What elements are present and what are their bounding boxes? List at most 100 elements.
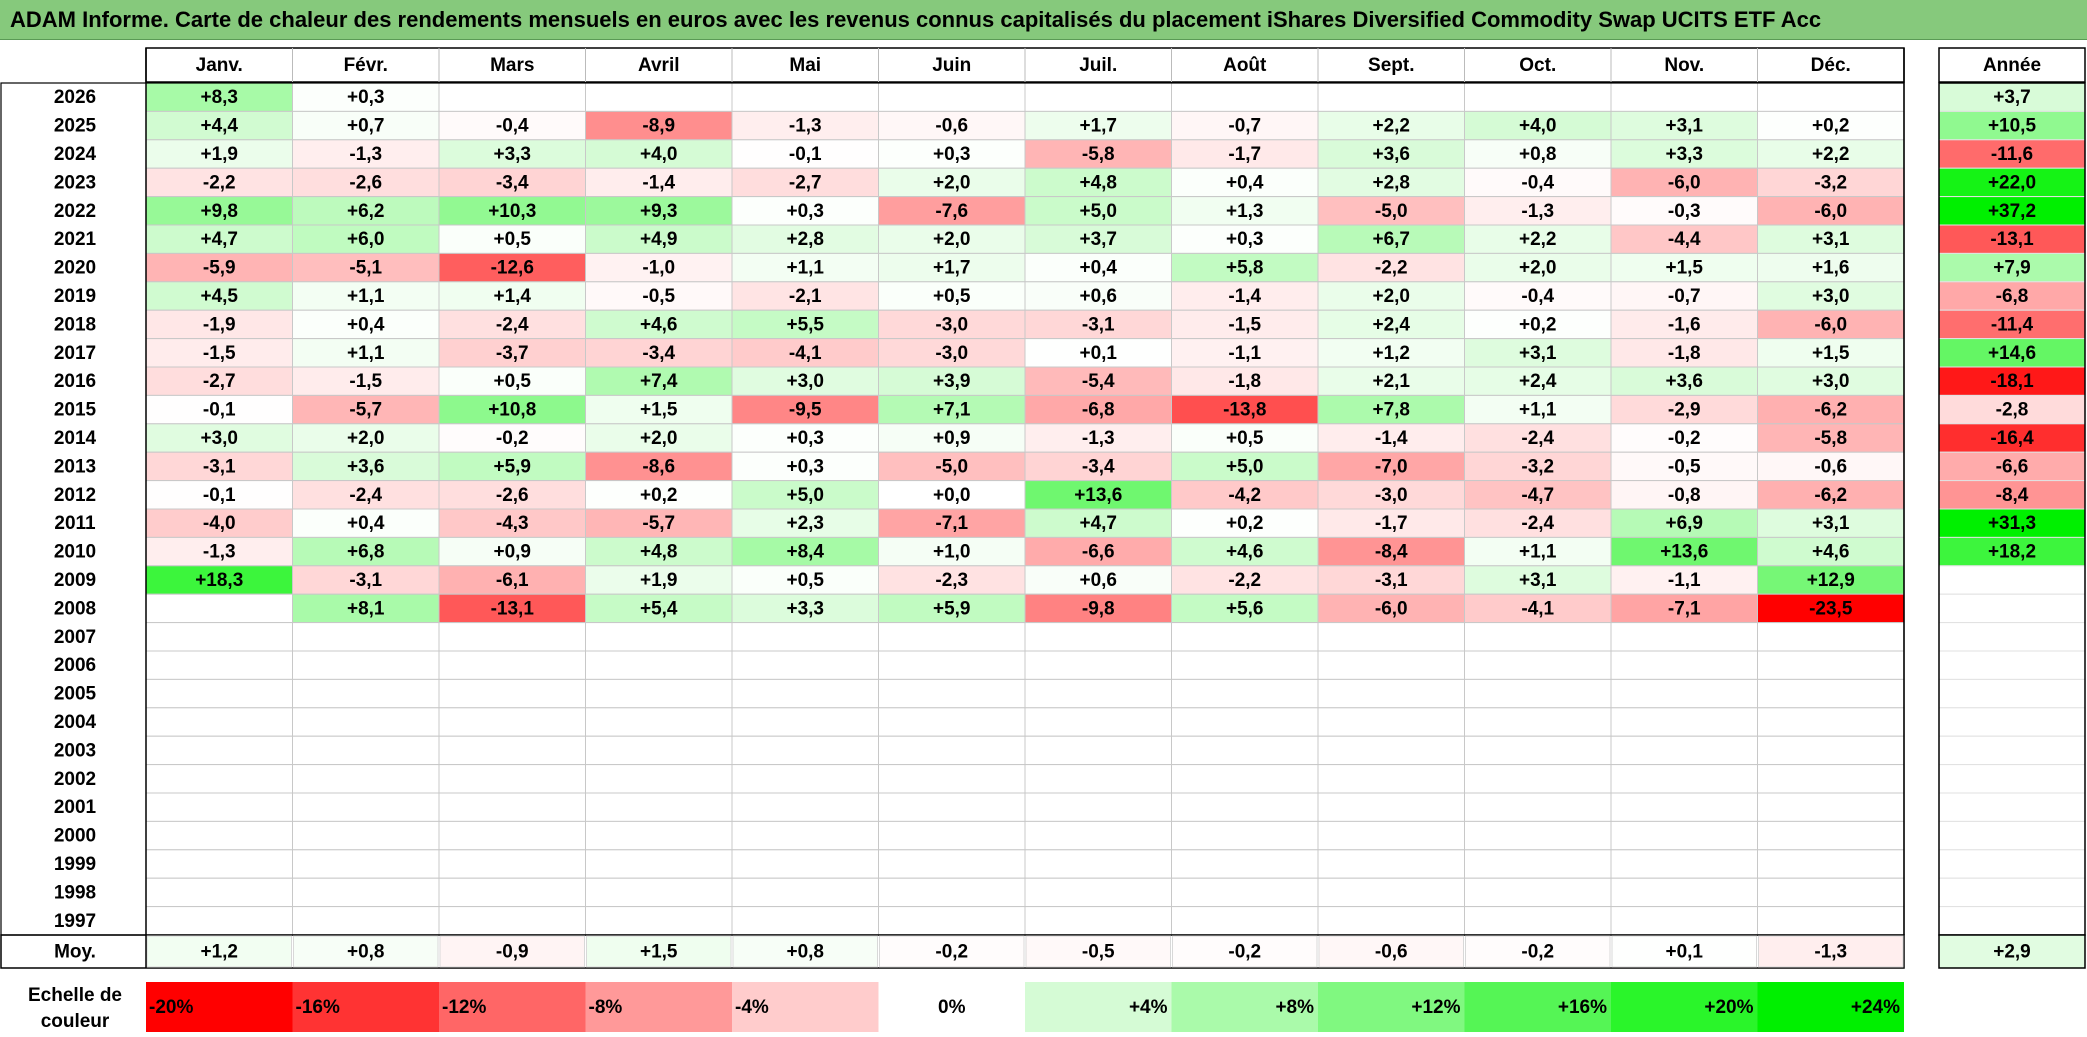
cell-value-label: +1,1: [347, 343, 385, 364]
heatmap-cell: [438, 849, 586, 879]
heatmap-cell: [145, 451, 293, 482]
heatmap-cell: [1610, 792, 1758, 822]
cell-value-label: +6,0: [347, 229, 385, 250]
annual-value-label: +37,2: [1988, 201, 2036, 222]
cell-value-label: +1,4: [493, 286, 531, 307]
average-value-label: +1,2: [200, 942, 238, 963]
cell-value-label: -13,8: [1223, 400, 1266, 421]
heatmap-cell: [1757, 820, 1905, 851]
cell-value-label: +2,3: [786, 513, 824, 534]
heatmap-cell: [145, 565, 293, 595]
cell-value-label: -6,2: [1814, 400, 1847, 421]
heatmap-cell: [1610, 167, 1758, 198]
annual-cell: [1938, 849, 2086, 879]
cell-value-label: -8,4: [1375, 542, 1408, 563]
cell-value-label: +3,6: [1665, 371, 1703, 392]
month-header-label: Sept.: [1368, 55, 1414, 76]
year-label: 2025: [54, 116, 97, 137]
heatmap-cell: [1610, 338, 1758, 368]
annual-cell: [1938, 451, 2086, 482]
heatmap-cell: [145, 820, 293, 851]
heatmap-cell: [1024, 536, 1172, 567]
cell-value-label: +1,9: [640, 570, 678, 591]
scale-swatch: [1318, 982, 1465, 1032]
heatmap-cell: [1464, 110, 1612, 141]
heatmap-cell: [1024, 309, 1172, 340]
cell-value-label: -0,6: [935, 116, 968, 137]
average-cell: [586, 935, 732, 968]
heatmap-cell: [1464, 764, 1612, 794]
cell-value-label: +0,5: [933, 286, 971, 307]
scale-swatch-label: +4%: [1129, 997, 1168, 1018]
heatmap-cell: [1610, 764, 1758, 794]
cell-value-label: +3,1: [1812, 229, 1850, 250]
heatmap-cell: [1610, 650, 1758, 680]
heatmap-cell: [1171, 792, 1319, 822]
heatmap-cell: [1610, 593, 1758, 624]
annual-cell: [1938, 792, 2086, 822]
scale-swatch-label: -12%: [442, 997, 486, 1018]
heatmap-cell: [585, 678, 733, 709]
cell-value-label: -5,0: [935, 456, 968, 477]
scale-label-line1: Echelle de: [28, 985, 122, 1006]
annual-value-label: +14,6: [1988, 343, 2036, 364]
annual-value-label: -18,1: [1990, 371, 2034, 392]
heatmap-cell: [292, 196, 440, 226]
heatmap-cell: [145, 139, 293, 169]
scale-swatch-label: +24%: [1851, 997, 1900, 1018]
cell-value-label: +3,6: [347, 456, 385, 477]
year-label: 2000: [54, 826, 96, 847]
heatmap-cell: [1610, 707, 1758, 737]
annual-cell: [1938, 707, 2086, 737]
average-value-label: -0,5: [1082, 942, 1115, 963]
cell-value-label: +3,1: [1519, 570, 1557, 591]
cell-value-label: -6,1: [496, 570, 529, 591]
cell-value-label: +4,6: [1226, 542, 1264, 563]
heatmap-cell: [292, 678, 440, 709]
heatmap-cell: [1317, 394, 1465, 425]
cell-value-label: +18,3: [195, 570, 243, 591]
cell-value-label: +0,2: [1226, 513, 1264, 534]
heatmap-cell: [438, 764, 586, 794]
cell-value-label: +1,1: [786, 258, 824, 279]
year-label: 2007: [54, 627, 96, 648]
heatmap-cell: [292, 707, 440, 737]
heatmap-cell: [145, 196, 293, 226]
heatmap-cell: [585, 423, 733, 453]
heatmap-cell: [145, 110, 293, 141]
annual-value-label: -2,8: [1996, 400, 2029, 421]
heatmap-cell: [1171, 252, 1319, 283]
cell-value-label: -3,2: [1814, 172, 1847, 193]
cell-value-label: +1,9: [200, 144, 238, 165]
heatmap-cell: [585, 622, 733, 652]
cell-value-label: -5,7: [349, 400, 382, 421]
cell-value-label: +0,6: [1079, 570, 1117, 591]
cell-value-label: +0,4: [1226, 172, 1264, 193]
heatmap-cell: [1757, 622, 1905, 652]
heatmap-cell: [1171, 338, 1319, 368]
heatmap-cell: [1610, 565, 1758, 595]
cell-value-label: +9,8: [200, 201, 238, 222]
heatmap-cell: [1610, 423, 1758, 453]
cell-value-label: +4,8: [640, 542, 678, 563]
cell-value-label: +0,8: [1519, 144, 1557, 165]
heatmap-cell: [585, 792, 733, 822]
heatmap-cell: [1317, 877, 1465, 908]
heatmap-cell: [878, 764, 1026, 794]
cell-value-label: -1,3: [789, 116, 822, 137]
heatmap-cell: [878, 394, 1026, 425]
year-label: 1998: [54, 882, 96, 903]
heatmap-cell: [585, 735, 733, 766]
heatmap-cell: [1024, 820, 1172, 851]
cell-value-label: -0,3: [1668, 201, 1701, 222]
cell-value-label: -4,0: [203, 513, 236, 534]
heatmap-cell: [292, 593, 440, 624]
heatmap-cell: [1024, 877, 1172, 908]
annual-value-label: -13,1: [1990, 229, 2034, 250]
cell-value-label: +0,3: [786, 456, 824, 477]
heatmap-cell: [1757, 281, 1905, 311]
average-label: Moy.: [54, 942, 96, 963]
cell-value-label: -1,5: [349, 371, 382, 392]
cell-value-label: -3,4: [1082, 456, 1115, 477]
cell-value-label: -1,4: [642, 172, 675, 193]
